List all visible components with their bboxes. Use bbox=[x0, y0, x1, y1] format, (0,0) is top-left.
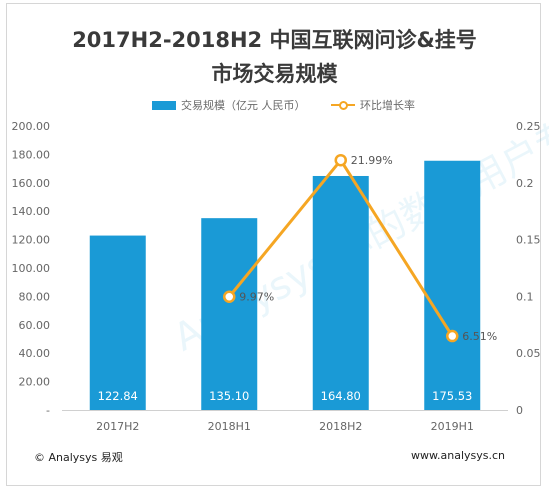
y-left-tick-label: 40.00 bbox=[19, 347, 51, 360]
bar bbox=[424, 160, 481, 410]
growth-label: 21.99% bbox=[351, 154, 393, 167]
legend-bar-label: 交易规模（亿元 人民币） bbox=[181, 99, 306, 112]
chart-title-line2: 市场交易规模 bbox=[211, 62, 338, 86]
growth-point bbox=[446, 329, 459, 343]
y-left-tick-label: 160.00 bbox=[12, 177, 51, 190]
y-right-tick-label: 0.05 bbox=[516, 347, 541, 360]
y-left-tick-label: 60.00 bbox=[19, 319, 51, 332]
x-tick-label: 2018H2 bbox=[319, 420, 362, 433]
x-axis-labels: 2017H2 2018H1 2018H2 2019H1 bbox=[96, 420, 474, 433]
bar bbox=[89, 235, 146, 410]
bar bbox=[312, 175, 369, 410]
y-right-tick-label: 0.25 bbox=[516, 120, 541, 133]
y-left-tick-label: 200.00 bbox=[12, 120, 51, 133]
y-left-tick-label: 80.00 bbox=[19, 290, 51, 303]
y-right-tick-label: 0.15 bbox=[516, 234, 541, 247]
y-left-tick-label: 140.00 bbox=[12, 205, 51, 218]
growth-label: 9.97% bbox=[239, 291, 274, 304]
bar-value-label: 164.80 bbox=[321, 389, 361, 403]
footer-url: www.analysys.cn bbox=[411, 449, 505, 462]
line-series: 9.97% 21.99% 6.51% bbox=[223, 153, 497, 343]
bar-value-label: 122.84 bbox=[98, 389, 138, 403]
y-left-tick-label: 120.00 bbox=[12, 234, 51, 247]
y-right-tick-label: 0 bbox=[516, 404, 523, 417]
y-axis-right: 0 0.05 0.1 0.15 0.2 0.25 bbox=[516, 120, 541, 417]
x-tick-label: 2019H1 bbox=[431, 420, 474, 433]
legend-item-line: 环比增长率 bbox=[331, 97, 415, 113]
bar bbox=[201, 218, 258, 410]
y-right-tick-label: 0.2 bbox=[516, 177, 534, 190]
legend-item-bar: 交易规模（亿元 人民币） bbox=[152, 97, 306, 113]
chart-title-line1: 2017H2-2018H2 中国互联网问诊&挂号 bbox=[72, 28, 477, 52]
y-right-tick-label: 0.1 bbox=[516, 290, 534, 303]
bar-series: 122.84 135.10 164.80 175.53 bbox=[89, 160, 481, 410]
legend-line-swatch bbox=[331, 99, 355, 111]
x-tick-label: 2017H2 bbox=[96, 420, 139, 433]
bar-value-label: 135.10 bbox=[209, 389, 249, 403]
growth-point bbox=[223, 290, 236, 303]
x-tick-label: 2018H1 bbox=[208, 420, 251, 433]
bar-value-label: 175.53 bbox=[432, 389, 472, 403]
legend-bar-swatch bbox=[152, 100, 176, 110]
legend-line-label: 环比增长率 bbox=[360, 99, 415, 112]
y-left-tick-label: 20.00 bbox=[19, 376, 51, 389]
footer-copyright: © Analysys 易观 bbox=[34, 451, 123, 464]
growth-point bbox=[334, 153, 347, 167]
growth-label: 6.51% bbox=[462, 330, 497, 343]
y-left-tick-label: 100.00 bbox=[12, 262, 51, 275]
y-left-tick-label: 180.00 bbox=[12, 148, 51, 161]
y-left-tick-label: - bbox=[46, 404, 50, 417]
y-axis-left: - 20.00 40.00 60.00 80.00 100.00 120.00 140.00 1… bbox=[12, 120, 51, 417]
